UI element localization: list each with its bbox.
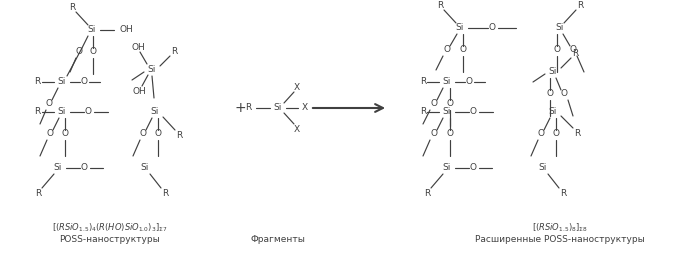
Text: X: X — [302, 104, 308, 113]
Text: R: R — [171, 47, 177, 56]
Text: X: X — [294, 84, 300, 93]
Text: R: R — [35, 190, 41, 198]
Text: X: X — [294, 124, 300, 133]
Text: O: O — [489, 24, 496, 33]
Text: O: O — [80, 164, 88, 173]
Text: $[(RSiO_{1.5})_8]_{\Sigma 8}$: $[(RSiO_{1.5})_8]_{\Sigma 8}$ — [532, 222, 588, 234]
Text: Si: Si — [274, 104, 282, 113]
Text: OH: OH — [120, 25, 134, 35]
Text: Si: Si — [148, 65, 156, 75]
Text: O: O — [538, 130, 545, 138]
Text: O: O — [46, 130, 53, 138]
Text: O: O — [447, 130, 454, 138]
Text: R: R — [176, 130, 182, 139]
Text: Si: Si — [556, 24, 564, 33]
Text: Si: Si — [456, 24, 464, 33]
Text: Расширенные POSS-наноструктуры: Расширенные POSS-наноструктуры — [475, 235, 645, 244]
Text: OH: OH — [131, 42, 145, 52]
Text: Фрагменты: Фрагменты — [251, 235, 305, 244]
Text: O: O — [80, 78, 88, 87]
Text: R: R — [69, 4, 75, 13]
Text: R: R — [437, 1, 443, 10]
Text: O: O — [547, 90, 554, 98]
Text: O: O — [139, 130, 146, 138]
Text: R: R — [577, 1, 583, 10]
Text: Si: Si — [150, 107, 159, 116]
Text: O: O — [466, 78, 472, 87]
Text: O: O — [76, 47, 83, 56]
Text: R: R — [560, 190, 566, 198]
Text: $[(RSiO_{1.5})_4(R(HO)SiO_{1.0})_3]_{\Sigma 7}$: $[(RSiO_{1.5})_4(R(HO)SiO_{1.0})_3]_{\Si… — [52, 222, 168, 234]
Text: O: O — [459, 45, 466, 55]
Text: OH: OH — [132, 87, 146, 96]
Text: Si: Si — [88, 25, 96, 35]
Text: O: O — [552, 130, 559, 138]
Text: O: O — [447, 99, 454, 109]
Text: Si: Si — [549, 107, 557, 116]
Text: Si: Si — [443, 164, 452, 173]
Text: Si: Si — [58, 78, 66, 87]
Text: R: R — [162, 190, 168, 198]
Text: Si: Si — [549, 67, 557, 76]
Text: R: R — [572, 50, 578, 59]
Text: R: R — [424, 190, 430, 198]
Text: Si: Si — [443, 107, 452, 116]
Text: O: O — [430, 99, 438, 109]
Text: O: O — [430, 130, 438, 138]
Text: Si: Si — [141, 164, 149, 173]
Text: R: R — [420, 107, 426, 116]
Text: Si: Si — [54, 164, 62, 173]
Text: R: R — [34, 78, 40, 87]
Text: R: R — [420, 78, 426, 87]
Text: Si: Si — [539, 164, 547, 173]
Text: O: O — [554, 45, 561, 55]
Text: O: O — [570, 45, 577, 55]
Text: O: O — [470, 164, 477, 173]
Text: POSS-наноструктуры: POSS-наноструктуры — [60, 235, 160, 244]
Text: O: O — [155, 130, 162, 138]
Text: O: O — [46, 99, 52, 109]
Text: R: R — [245, 104, 251, 113]
Text: R: R — [34, 107, 40, 116]
Text: Si: Si — [443, 78, 452, 87]
Text: O: O — [90, 47, 97, 56]
Text: R: R — [574, 129, 580, 138]
Text: O: O — [444, 45, 451, 55]
Text: O: O — [470, 107, 477, 116]
Text: O: O — [85, 107, 92, 116]
Text: +: + — [234, 101, 246, 115]
Text: O: O — [62, 130, 69, 138]
Text: Si: Si — [58, 107, 66, 116]
Text: O: O — [561, 90, 568, 98]
